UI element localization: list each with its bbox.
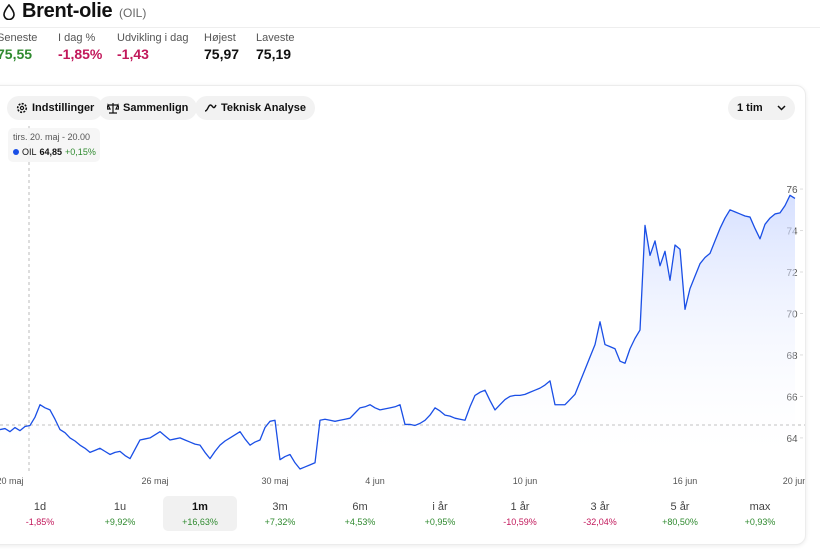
tooltip-dot xyxy=(13,149,19,155)
period-change: +4,53% xyxy=(344,517,376,527)
period-tab[interactable]: 1m +16,63% xyxy=(163,496,237,531)
period-change: +7,32% xyxy=(264,517,296,527)
title: Brent-olie xyxy=(22,0,113,22)
tooltip-change: +0,15% xyxy=(65,147,96,157)
x-tick-label: 10 jun xyxy=(513,476,538,486)
y-tick-label: 76 xyxy=(786,185,798,196)
period-change: +80,50% xyxy=(662,517,698,527)
button-label: Teknisk Analyse xyxy=(221,102,306,114)
period-tab[interactable]: 3 år -32,04% xyxy=(563,496,637,531)
stat-value: 75,97 xyxy=(204,46,240,62)
period-tab[interactable]: 3m +7,32% xyxy=(243,496,317,531)
period-tab[interactable]: 1d -1,85% xyxy=(3,496,77,531)
stat-label: Udvikling i dag xyxy=(117,32,189,44)
period-change: +16,63% xyxy=(182,517,218,527)
analysis-button[interactable]: Teknisk Analyse xyxy=(195,96,315,120)
period-label: 3m xyxy=(272,501,288,513)
tooltip: tirs. 20. maj - 20.00 OIL 64,85 +0,15% xyxy=(8,128,100,162)
compare-button[interactable]: Sammenlign xyxy=(98,96,198,120)
stat-label: Laveste xyxy=(256,32,295,44)
x-tick-label: 4 jun xyxy=(365,476,385,486)
interval-select[interactable]: 1 tim xyxy=(728,96,795,120)
period-label: 3 år xyxy=(590,501,610,513)
tooltip-symbol: OIL xyxy=(22,147,37,157)
tooltip-row: OIL 64,85 +0,15% xyxy=(13,147,96,157)
drop-icon xyxy=(3,4,15,20)
period-tab[interactable]: 6m +4,53% xyxy=(323,496,397,531)
period-label: 6m xyxy=(352,501,368,513)
wave-icon xyxy=(204,104,217,112)
stat-value: 75,55 xyxy=(0,46,33,62)
button-label: Sammenlign xyxy=(123,102,189,114)
button-label: Indstillinger xyxy=(32,102,95,114)
period-change: -1,85% xyxy=(25,517,55,527)
divider xyxy=(0,27,820,28)
stat-label: Højest xyxy=(204,32,236,44)
symbol: (OIL) xyxy=(119,6,147,20)
x-tick-label: 30 maj xyxy=(261,476,288,486)
period-label: 1 år xyxy=(510,501,530,513)
period-tab[interactable]: max +0,93% xyxy=(723,496,797,531)
period-label: 1u xyxy=(113,501,127,513)
stat-label: Seneste xyxy=(0,32,38,44)
gear-icon xyxy=(16,102,28,114)
period-tab[interactable]: 1u +9,92% xyxy=(83,496,157,531)
period-label: 1d xyxy=(33,501,47,513)
period-change: -10,59% xyxy=(503,517,537,527)
x-tick-label: 20 maj xyxy=(0,476,24,486)
tooltip-price: 64,85 xyxy=(39,147,63,157)
interval-label: 1 tim xyxy=(737,102,763,114)
x-tick-label: 16 jun xyxy=(673,476,698,486)
chevron xyxy=(777,105,786,111)
stat-value: -1,85% xyxy=(58,46,103,62)
period-tab[interactable]: 1 år -10,59% xyxy=(483,496,557,531)
x-tick-label: 26 maj xyxy=(141,476,168,486)
tooltip-time: tirs. 20. maj - 20.00 xyxy=(13,132,91,142)
scale-icon xyxy=(107,103,119,114)
period-label: max xyxy=(749,501,771,513)
stat-label: I dag % xyxy=(58,32,96,44)
area xyxy=(0,195,795,469)
period-label: 5 år xyxy=(670,501,690,513)
line xyxy=(0,194,796,470)
period-tab[interactable]: i år +0,95% xyxy=(403,496,477,531)
settings-button[interactable]: Indstillinger xyxy=(7,96,104,120)
period-label: 1m xyxy=(192,501,208,513)
period-label: i år xyxy=(432,501,448,513)
stat-value: -1,43 xyxy=(117,46,149,62)
period-tab[interactable]: 5 år +80,50% xyxy=(643,496,717,531)
period-change: +0,93% xyxy=(744,517,776,527)
stat-value: 75,19 xyxy=(256,46,292,62)
period-change: +9,92% xyxy=(104,517,136,527)
period-change: -32,04% xyxy=(583,517,617,527)
x-tick-label: 20 jun xyxy=(783,476,805,486)
period-change: +0,95% xyxy=(424,517,456,527)
